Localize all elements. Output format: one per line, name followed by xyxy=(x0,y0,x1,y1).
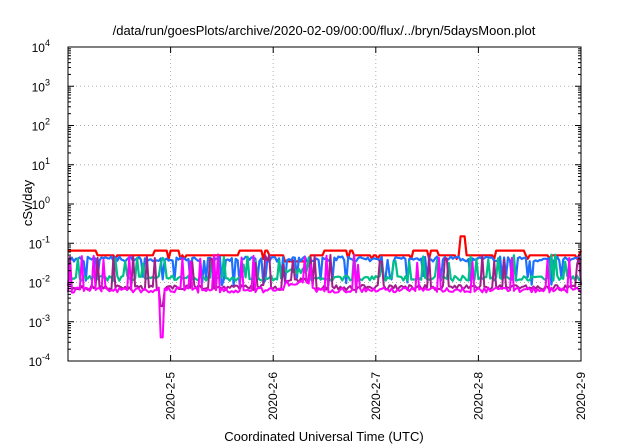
x-axis-label: Coordinated Universal Time (UTC) xyxy=(224,429,423,444)
x-tick-label: 2020-2-5 xyxy=(164,372,178,420)
series-group xyxy=(67,235,583,339)
series-line xyxy=(67,253,582,339)
x-tick-label: 2020-2-8 xyxy=(471,372,485,420)
chart-title: /data/run/goesPlots/archive/2020-02-09/0… xyxy=(113,23,536,38)
y-tick-label: 102 xyxy=(32,117,50,134)
y-tick-label: 10-3 xyxy=(29,313,50,330)
y-axis: 10-4 10-3 10-2 10-1 100 101 102 103 104 xyxy=(29,38,581,369)
y-tick-label: 100 xyxy=(32,195,50,212)
x-axis: 2020-2-5 2020-2-6 2020-2-7 2020-2-8 2020-2-9 xyxy=(164,47,588,420)
y-axis-label: cSv/day xyxy=(20,179,35,226)
x-tick-label: 2020-2-9 xyxy=(574,372,588,420)
y-tick-label: 10-1 xyxy=(29,234,50,251)
y-tick-label: 10-4 xyxy=(29,352,50,369)
series-line xyxy=(68,255,582,287)
grid xyxy=(68,47,581,361)
y-tick-label: 101 xyxy=(32,156,50,173)
x-tick-label: 2020-2-6 xyxy=(266,372,280,420)
series-line xyxy=(68,235,583,263)
y-tick-label: 104 xyxy=(32,38,50,55)
y-tick-label: 10-2 xyxy=(29,274,50,291)
y-tick-label: 103 xyxy=(32,77,50,94)
x-tick-label: 2020-2-7 xyxy=(369,372,383,420)
